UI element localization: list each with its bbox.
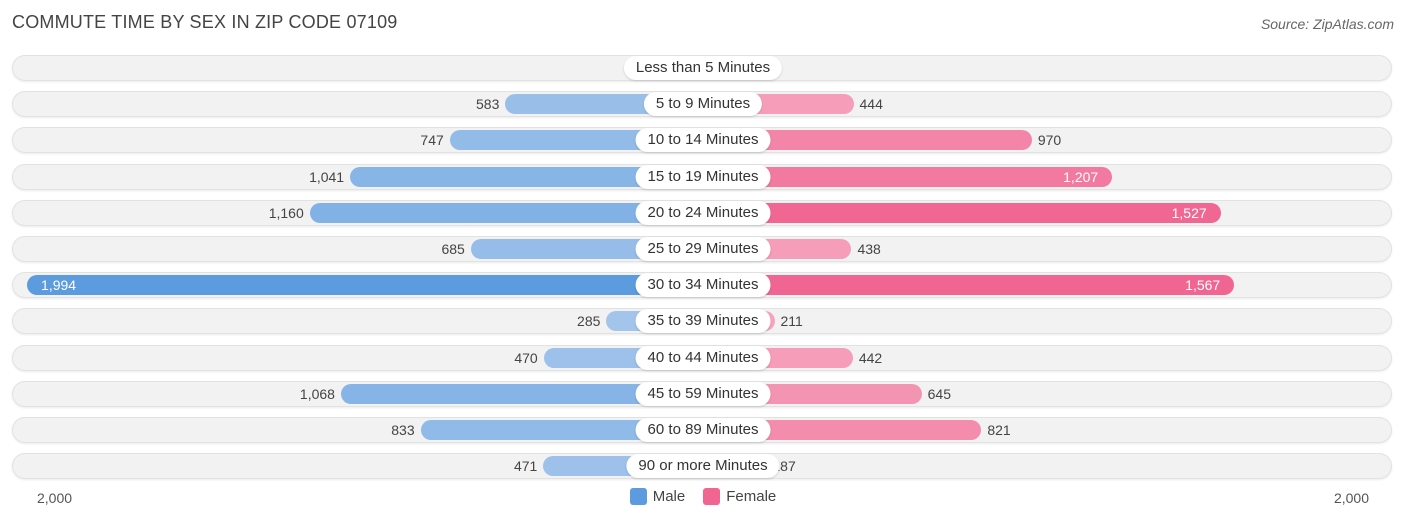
value-label-male: 685 <box>441 241 465 257</box>
value-label-male: 747 <box>420 132 444 149</box>
value-label-female: 645 <box>927 385 951 402</box>
category-label: 20 to 24 Minutes <box>635 200 771 225</box>
category-label: 90 or more Minutes <box>626 454 780 479</box>
category-label: 40 to 44 Minutes <box>635 345 771 370</box>
value-label-male: 471 <box>513 458 538 475</box>
value-label-male: 285 <box>577 313 601 330</box>
value-label-female: 821 <box>987 422 1011 438</box>
bar-male[interactable] <box>350 166 703 187</box>
chart-title: COMMUTE TIME BY SEX IN ZIP CODE 07109 <box>12 12 398 32</box>
bar-male[interactable] <box>420 420 703 440</box>
category-label: 25 to 29 Minutes <box>635 237 771 261</box>
category-label: 15 to 19 Minutes <box>635 164 771 189</box>
value-label-female: 970 <box>1037 132 1062 149</box>
legend-item-female[interactable]: Female <box>703 488 776 505</box>
bar-female[interactable] <box>703 166 1113 187</box>
value-label-female: 444 <box>859 96 883 113</box>
category-label: 35 to 39 Minutes <box>635 309 771 334</box>
category-label: 60 to 89 Minutes <box>635 418 771 442</box>
value-label-male: 470 <box>514 349 538 366</box>
category-label: 10 to 14 Minutes <box>635 128 771 153</box>
bar-male[interactable] <box>27 275 703 296</box>
category-label: 5 to 9 Minutes <box>643 92 763 117</box>
value-label-female: 1,527 <box>1171 204 1207 221</box>
bar-male[interactable] <box>309 202 703 223</box>
legend-swatch-female <box>703 488 721 505</box>
category-label: Less than 5 Minutes <box>623 56 783 80</box>
category-label: 30 to 34 Minutes <box>635 273 771 298</box>
value-label-female: 442 <box>858 349 883 366</box>
value-label-male: 583 <box>476 96 500 113</box>
value-label-male: 833 <box>391 422 415 438</box>
category-label: 45 to 59 Minutes <box>635 381 771 406</box>
bar-female[interactable] <box>703 275 1235 296</box>
value-label-male: 1,160 <box>268 204 304 221</box>
source-label: Source: ZipAtlas.com <box>1260 16 1394 32</box>
axis-label-left: 2,000 <box>37 490 73 506</box>
legend-label-female: Female <box>726 488 777 505</box>
axis-label-right: 2,000 <box>1333 490 1369 506</box>
bar-female[interactable] <box>703 130 1032 151</box>
legend: Male Female <box>0 488 1406 505</box>
legend-swatch-male <box>629 488 647 505</box>
value-label-female: 1,567 <box>1185 277 1221 294</box>
value-label-male: 1,041 <box>309 168 345 185</box>
value-label-male: 1,068 <box>299 385 335 402</box>
value-label-female: 1,207 <box>1063 168 1099 185</box>
bar-female[interactable] <box>703 420 982 440</box>
value-label-female: 438 <box>857 241 881 257</box>
legend-label-male: Male <box>652 488 686 505</box>
value-label-female: 211 <box>780 313 803 330</box>
legend-item-male[interactable]: Male <box>629 488 686 505</box>
bar-male[interactable] <box>340 383 703 404</box>
bar-female[interactable] <box>703 202 1221 223</box>
value-label-male: 1,994 <box>41 277 77 294</box>
